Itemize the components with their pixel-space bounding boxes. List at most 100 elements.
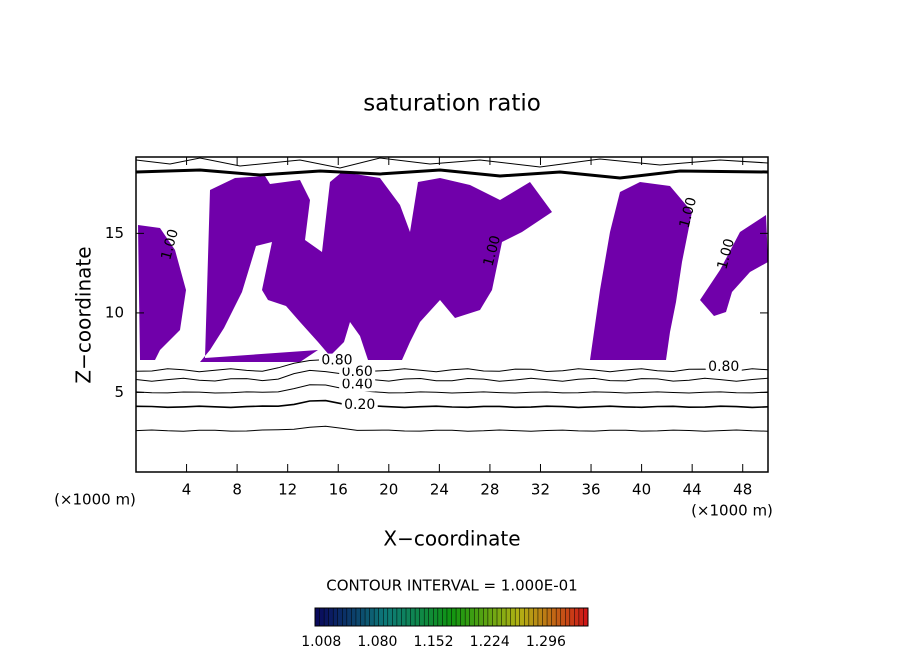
saturated-region <box>138 172 768 362</box>
colorbar-tick-label: 1.296 <box>526 634 566 650</box>
colorbar-stripe <box>433 608 439 626</box>
x-unit-label: (×1000 m) <box>54 491 136 509</box>
colorbar-stripe <box>392 608 398 626</box>
colorbar-stripe <box>451 608 457 626</box>
colorbar-stripe <box>469 608 475 626</box>
colorbar-stripe <box>342 608 348 626</box>
colorbar-stripe <box>492 608 498 626</box>
colorbar-stripe <box>319 608 325 626</box>
colorbar-stripe <box>365 608 371 626</box>
colorbar-stripe <box>415 608 421 626</box>
colorbar-stripe <box>333 608 339 626</box>
contour-line <box>135 425 769 432</box>
x-tick-label: 24 <box>430 481 449 499</box>
colorbar-stripe <box>396 608 402 626</box>
colorbar-stripe <box>519 608 525 626</box>
colorbar-stripe <box>351 608 357 626</box>
colorbar-stripe <box>510 608 516 626</box>
colorbar-stripe <box>355 608 361 626</box>
contour-label: 0.80 <box>708 359 739 375</box>
contour-label: 0.80 <box>321 353 352 369</box>
colorbar-stripe <box>556 608 562 626</box>
colorbar-stripe <box>424 608 430 626</box>
colorbar-tick-label: 1.008 <box>301 634 341 650</box>
colorbar-stripe <box>328 608 334 626</box>
contour-interval: CONTOUR INTERVAL = 1.000E-01 <box>326 577 577 595</box>
contour-label: 1.00 <box>715 237 739 271</box>
colorbar-stripe <box>324 608 330 626</box>
plot-frame <box>135 156 769 473</box>
colorbar-stripe <box>483 608 489 626</box>
contour-line <box>135 359 769 373</box>
colorbar-stripe <box>401 608 407 626</box>
y-tick-label: 15 <box>105 224 124 242</box>
x-tick-label: 12 <box>278 481 297 499</box>
colorbar-stripe <box>474 608 480 626</box>
colorbar-stripe <box>437 608 443 626</box>
colorbar-stripe <box>419 608 425 626</box>
colorbar-stripe <box>456 608 462 626</box>
colorbar-stripe <box>487 608 493 626</box>
colorbar-stripe <box>547 608 553 626</box>
colorbar-stripe <box>537 608 543 626</box>
contour-label-bg <box>318 353 355 368</box>
colorbar-stripe <box>460 608 466 626</box>
x-tick-label: 36 <box>581 481 600 499</box>
colorbar-stripe <box>360 608 366 626</box>
colorbar-stripe <box>551 608 557 626</box>
colorbar-stripe <box>315 608 321 626</box>
colorbar-tick-label: 1.080 <box>357 634 397 650</box>
x-tick-label: 48 <box>733 481 752 499</box>
x-tick-label: 16 <box>329 481 348 499</box>
y-tick-label: 10 <box>105 303 124 321</box>
colorbar-stripe <box>369 608 375 626</box>
colorbar-stripe <box>383 608 389 626</box>
colorbar-stripe <box>478 608 484 626</box>
contour-label-bg <box>339 377 376 392</box>
colorbar-stripe <box>533 608 539 626</box>
colorbar-tick-label: 1.224 <box>470 634 510 650</box>
colorbar-stripe <box>337 608 343 626</box>
colorbar-stripe <box>574 608 580 626</box>
colorbar-stripe <box>560 608 566 626</box>
contour-label-bg <box>339 364 376 379</box>
colorbar-stripe <box>346 608 352 626</box>
colorbar-stripe <box>446 608 452 626</box>
contour-label-bg <box>341 398 378 413</box>
colorbar-stripe <box>442 608 448 626</box>
top-noise <box>135 157 769 180</box>
colorbar-stripe <box>506 608 512 626</box>
contour-label: 1.00 <box>158 227 182 261</box>
colorbar-stripe <box>428 608 434 626</box>
x-tick-label: 44 <box>683 481 702 499</box>
colorbar-stripe <box>569 608 575 626</box>
colorbar-stripe <box>515 608 521 626</box>
colorbar-stripe <box>497 608 503 626</box>
colorbar-stripe <box>406 608 412 626</box>
colorbar-stripe <box>374 608 380 626</box>
x-tick-label: 32 <box>531 481 550 499</box>
colorbar-stripe <box>542 608 548 626</box>
contour-line <box>135 369 769 382</box>
colorbar-stripe <box>501 608 507 626</box>
colorbar-stripe <box>524 608 530 626</box>
x-axis-label: X−coordinate <box>383 527 520 551</box>
colorbar-stripe <box>465 608 471 626</box>
x-tick-label: 8 <box>232 481 242 499</box>
colorbar-stripe <box>583 608 589 626</box>
x-tick-label: 20 <box>379 481 398 499</box>
x-tick-label: 4 <box>182 481 192 499</box>
chart-title: saturation ratio <box>363 91 541 117</box>
colorbar-tick-label: 1.152 <box>414 634 454 650</box>
contour-line <box>135 384 769 394</box>
colorbar-stripe <box>387 608 393 626</box>
colorbar-frame <box>314 607 589 627</box>
colorbar-stripe <box>528 608 534 626</box>
x-tick-label: 28 <box>480 481 499 499</box>
y-unit-label: (×1000 m) <box>691 502 773 520</box>
colorbar-stripe <box>565 608 571 626</box>
colorbar-stripe <box>578 608 584 626</box>
x-tick-label: 40 <box>632 481 651 499</box>
contour-label: 1.00 <box>677 196 701 230</box>
